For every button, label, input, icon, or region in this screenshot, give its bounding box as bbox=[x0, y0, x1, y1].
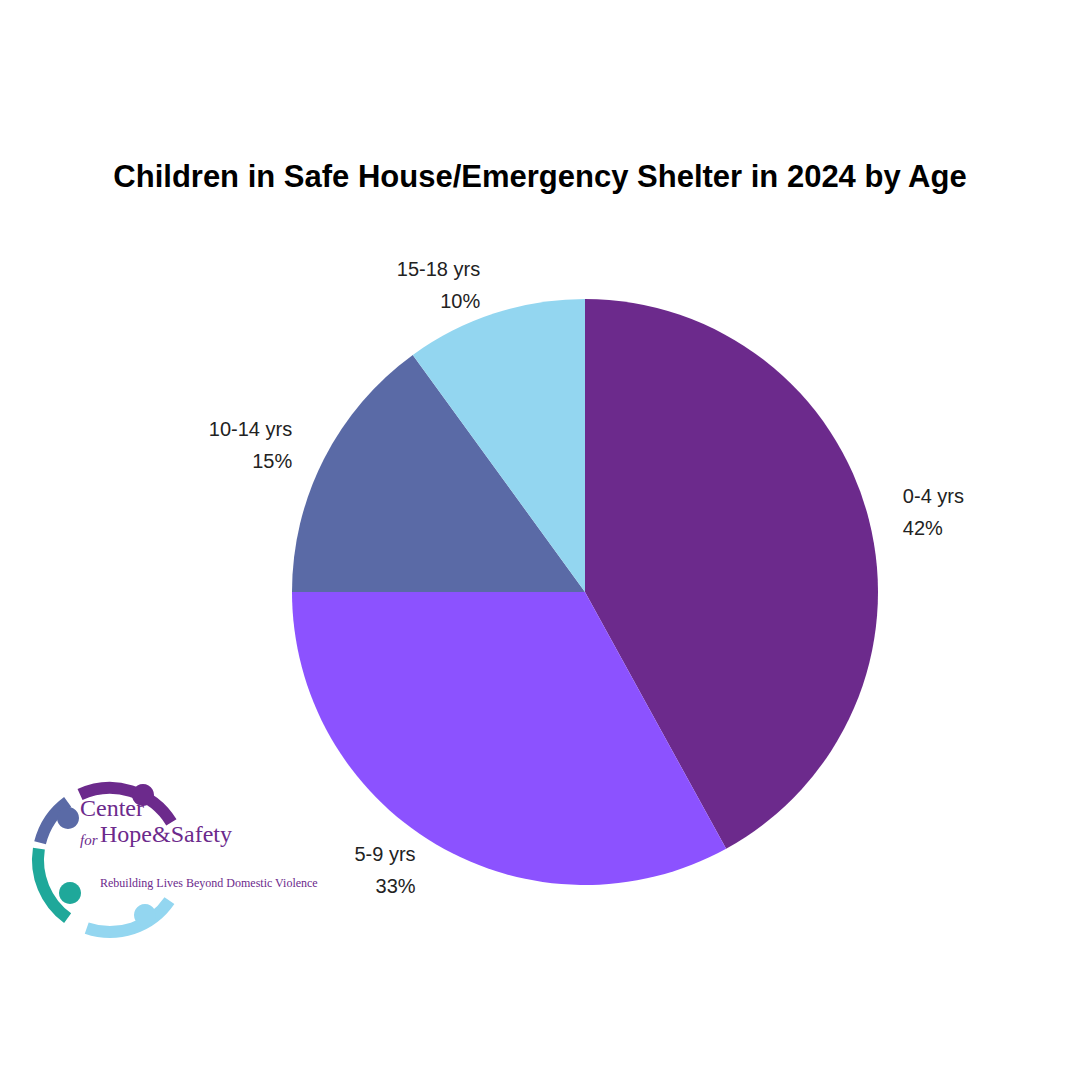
svg-text:0-4 yrs: 0-4 yrs bbox=[903, 485, 964, 507]
svg-text:33%: 33% bbox=[376, 875, 416, 897]
svg-text:5-9 yrs: 5-9 yrs bbox=[354, 843, 415, 865]
svg-text:15%: 15% bbox=[252, 450, 292, 472]
svg-text:Rebuilding Lives Beyond Domest: Rebuilding Lives Beyond Domestic Violenc… bbox=[100, 876, 318, 890]
svg-text:42%: 42% bbox=[903, 517, 943, 539]
svg-text:10-14 yrs: 10-14 yrs bbox=[209, 418, 292, 440]
svg-text:15-18 yrs: 15-18 yrs bbox=[397, 258, 480, 280]
svg-text:Center: Center bbox=[80, 795, 144, 821]
svg-text:for: for bbox=[80, 832, 98, 848]
svg-text:Hope&Safety: Hope&Safety bbox=[100, 821, 232, 847]
svg-text:10%: 10% bbox=[440, 290, 480, 312]
svg-text:Children in Safe House/Emergen: Children in Safe House/Emergency Shelter… bbox=[113, 159, 966, 194]
